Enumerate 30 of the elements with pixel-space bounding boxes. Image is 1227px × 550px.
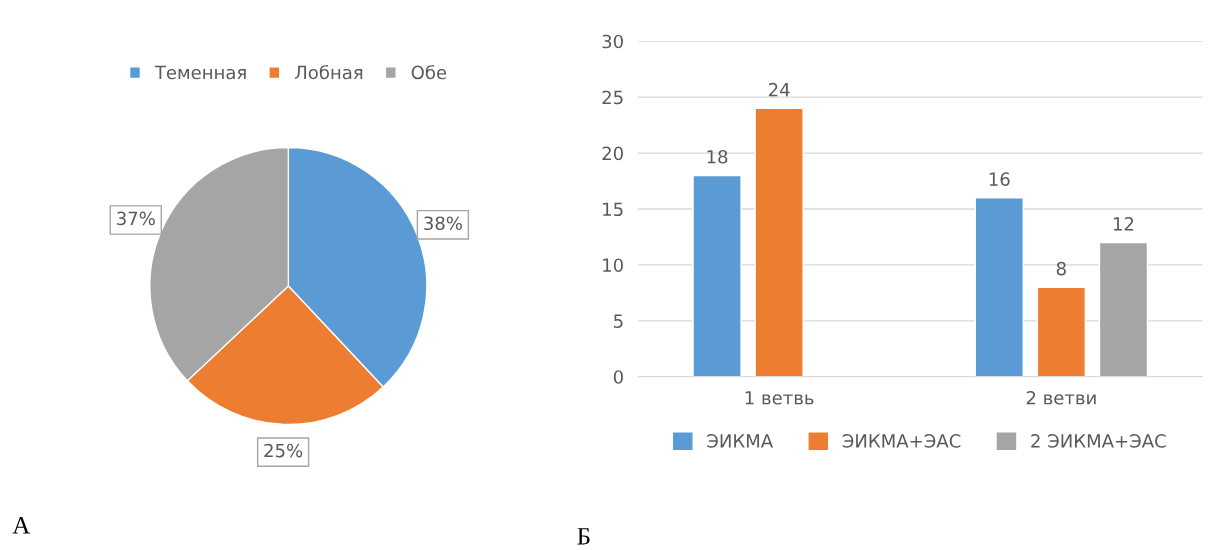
y-tick-label: 30 <box>602 34 623 49</box>
y-tick-label: 0 <box>613 370 623 384</box>
bar <box>754 107 804 377</box>
bar <box>974 197 1024 377</box>
y-tick-label: 10 <box>603 258 623 273</box>
text: А <box>12 517 31 534</box>
legend-label: Теменная <box>154 65 246 80</box>
x-tick-label: 1 ветвь <box>745 391 814 405</box>
data-label: 16 <box>989 172 1010 186</box>
data-label: 38% <box>424 216 462 231</box>
data-label: 8 <box>1056 261 1066 276</box>
y-tick-label: 20 <box>602 146 623 161</box>
legend-label: 2 ЭИКМА+ЭАС <box>1031 434 1166 448</box>
y-tick-label: 15 <box>603 202 623 217</box>
legend-label: Обе <box>411 64 447 80</box>
text: Б <box>577 528 590 545</box>
bar <box>692 174 742 377</box>
legend-label: Лобная <box>294 64 363 80</box>
data-label: 12 <box>1113 217 1134 231</box>
y-tick-label: 5 <box>614 314 623 328</box>
data-label: 18 <box>707 149 728 164</box>
data-label: 24 <box>768 82 790 97</box>
data-label: 37% <box>117 211 155 226</box>
legend-label: ЭИКМА <box>707 434 773 448</box>
y-tick-label: 25 <box>602 90 623 105</box>
legend-label: ЭИКМА+ЭАС <box>842 434 961 448</box>
x-tick-label: 2 ветви <box>1026 390 1096 405</box>
bar <box>1036 286 1087 377</box>
data-label: 25% <box>264 443 303 458</box>
bar <box>1098 241 1149 377</box>
